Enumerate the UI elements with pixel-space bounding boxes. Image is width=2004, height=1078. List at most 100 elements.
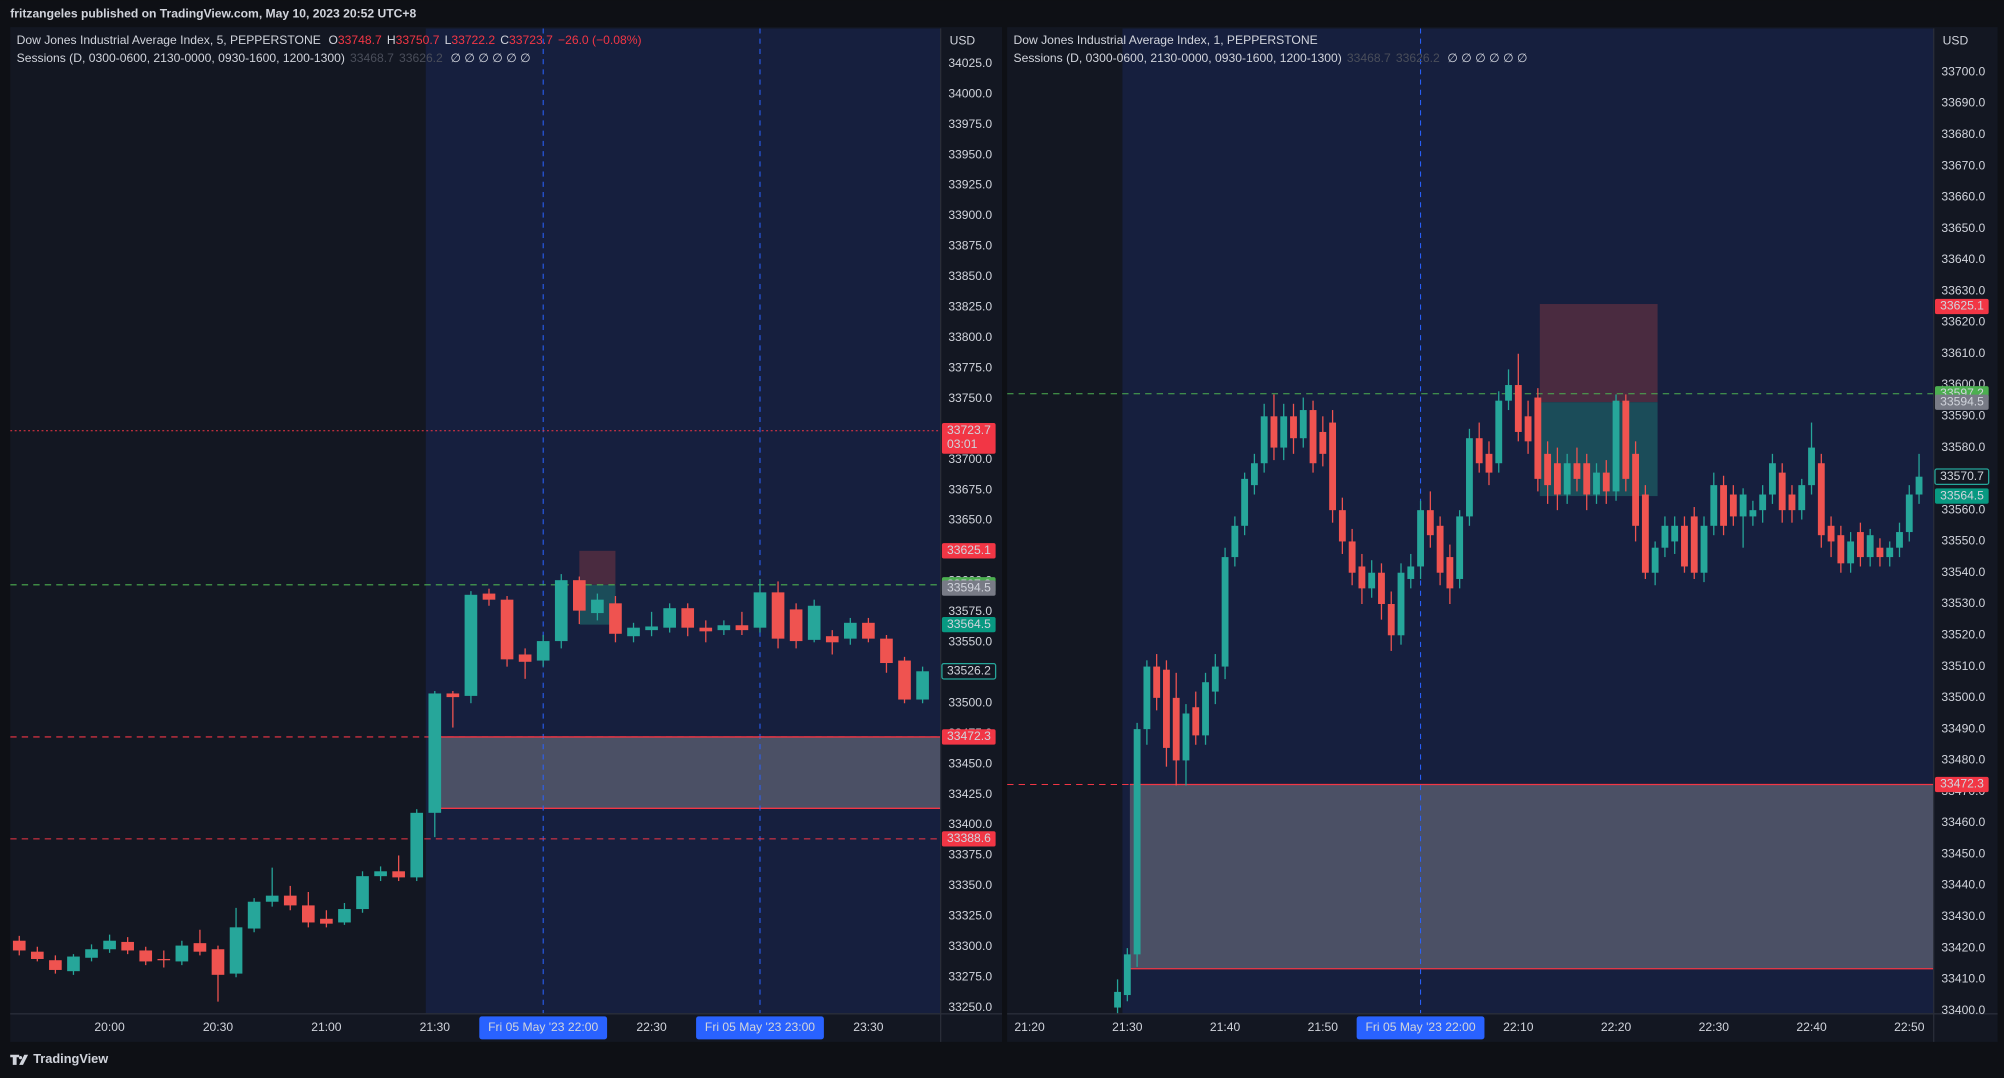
zone xyxy=(1129,784,1934,969)
y-tick-label: 33400.0 xyxy=(1941,1003,1985,1017)
y-tick-label: 33575.0 xyxy=(948,604,992,618)
y-tick-label: 33550.0 xyxy=(948,635,992,649)
candle-body xyxy=(446,693,460,698)
candle-body xyxy=(1622,400,1630,479)
price-label-box xyxy=(941,831,996,847)
y-tick-label: 33410.0 xyxy=(1941,972,1985,986)
candle-body xyxy=(1769,463,1776,495)
price-label-box xyxy=(1934,468,1990,485)
candle-body xyxy=(1827,525,1835,542)
y-tick-label: 33510.0 xyxy=(1941,659,1985,673)
candle-body xyxy=(1808,447,1815,486)
logo-mark xyxy=(10,1054,29,1065)
price-label-box xyxy=(941,662,997,680)
candle-body xyxy=(392,871,405,878)
candle-body xyxy=(1241,478,1249,526)
candle-body xyxy=(1446,557,1454,589)
indicator-extra: ∅ ∅ ∅ ∅ ∅ ∅ xyxy=(450,51,530,65)
candle-body xyxy=(771,592,785,639)
y-tick-label: 33690.0 xyxy=(1941,96,1985,110)
candle-body xyxy=(1114,991,1121,1008)
candle-body xyxy=(1700,525,1708,573)
candle-body xyxy=(807,605,821,640)
candle-body xyxy=(1319,431,1327,454)
price-label-box xyxy=(1934,488,1989,504)
crosshair-label-box xyxy=(479,1016,608,1040)
indicator-extra: ∅ ∅ ∅ ∅ ∅ ∅ xyxy=(1447,51,1527,65)
candle-body xyxy=(1290,416,1297,439)
candle-body xyxy=(338,909,351,923)
candle-body xyxy=(247,901,261,929)
candle-body xyxy=(1905,494,1913,533)
candle-body xyxy=(1250,463,1258,486)
price-label: 33594.5 xyxy=(947,580,991,594)
y-tick-label: 33350.0 xyxy=(948,878,992,892)
crosshair-label: Fri 05 May '23 22:00 xyxy=(488,1020,598,1034)
candle-body xyxy=(1348,541,1356,573)
candle-body xyxy=(880,638,893,664)
y-tick-label: 33530.0 xyxy=(1941,596,1985,610)
indicator-legend: Sessions (D, 0300-0600, 2130-0000, 0930-… xyxy=(1014,51,1528,65)
candle-body xyxy=(1778,472,1786,511)
y-tick-label: 33900.0 xyxy=(948,208,992,222)
candle-body xyxy=(1690,516,1698,573)
candle-body xyxy=(699,627,713,632)
candle-body xyxy=(1583,463,1591,495)
candle-body xyxy=(1544,453,1552,486)
candle-body xyxy=(1153,666,1161,698)
candle-body xyxy=(1495,400,1503,464)
candle-body xyxy=(1798,485,1806,511)
candle-body xyxy=(1514,385,1522,432)
crosshair-label: Fri 05 May '23 22:00 xyxy=(1365,1020,1475,1034)
y-tick-label: 33640.0 xyxy=(1941,252,1985,266)
y-tick-label: 33375.0 xyxy=(948,848,992,862)
y-tick-label: 33590.0 xyxy=(1941,409,1985,423)
y-tick-label: 33440.0 xyxy=(1941,878,1985,892)
candle-body xyxy=(464,594,478,696)
candle-body xyxy=(1407,566,1415,579)
y-tick-label: 33825.0 xyxy=(948,300,992,314)
x-tick-label: 21:30 xyxy=(420,1020,451,1034)
candle-body xyxy=(1192,707,1200,736)
x-tick-label: 21:50 xyxy=(1308,1020,1339,1034)
candle-body xyxy=(1211,666,1219,692)
candle-body xyxy=(500,599,514,660)
candle-body xyxy=(1338,510,1346,542)
y-tick-label: 33650.0 xyxy=(1941,221,1985,235)
candle-body xyxy=(1729,494,1737,517)
price-label: 33570.7 xyxy=(1940,469,1984,483)
y-tick-label: 33850.0 xyxy=(948,269,992,283)
candle-body xyxy=(1485,453,1493,473)
candle-body xyxy=(193,943,207,952)
candle-body xyxy=(1896,532,1903,548)
y-tick-label: 33675.0 xyxy=(948,482,992,496)
candle-body xyxy=(862,622,875,639)
y-tick-label: 33450.0 xyxy=(1941,846,1985,860)
candle-body xyxy=(518,654,532,662)
y-tick-label: 33325.0 xyxy=(948,909,992,923)
indicator-value: 33626.2 xyxy=(399,51,443,65)
price-label: 33472.3 xyxy=(1940,777,1984,791)
y-tick-label: 33775.0 xyxy=(948,360,992,374)
candle-body xyxy=(1563,463,1571,495)
candle-body xyxy=(1553,463,1561,495)
candle-body xyxy=(1387,604,1395,636)
y-tick-label: 33430.0 xyxy=(1941,909,1985,923)
candle-body xyxy=(265,895,279,902)
candle-body xyxy=(1143,666,1151,730)
x-tick-label: 21:00 xyxy=(311,1020,342,1034)
footer-brand: TradingView xyxy=(33,1051,108,1066)
candle-body xyxy=(1202,682,1209,736)
candle-body xyxy=(1837,535,1845,564)
x-tick-label: 22:30 xyxy=(1699,1020,1730,1034)
x-tick-label: 20:30 xyxy=(203,1020,234,1034)
candle-body xyxy=(681,608,695,628)
candle-body xyxy=(1231,525,1239,558)
candle-body xyxy=(1856,532,1864,558)
candle-body xyxy=(229,927,243,974)
y-tick-label: 33500.0 xyxy=(948,695,992,709)
candle-body xyxy=(1886,547,1894,558)
x-tick-label: 21:30 xyxy=(1112,1020,1143,1034)
candle-body xyxy=(1739,494,1747,517)
candle-body xyxy=(753,592,767,628)
